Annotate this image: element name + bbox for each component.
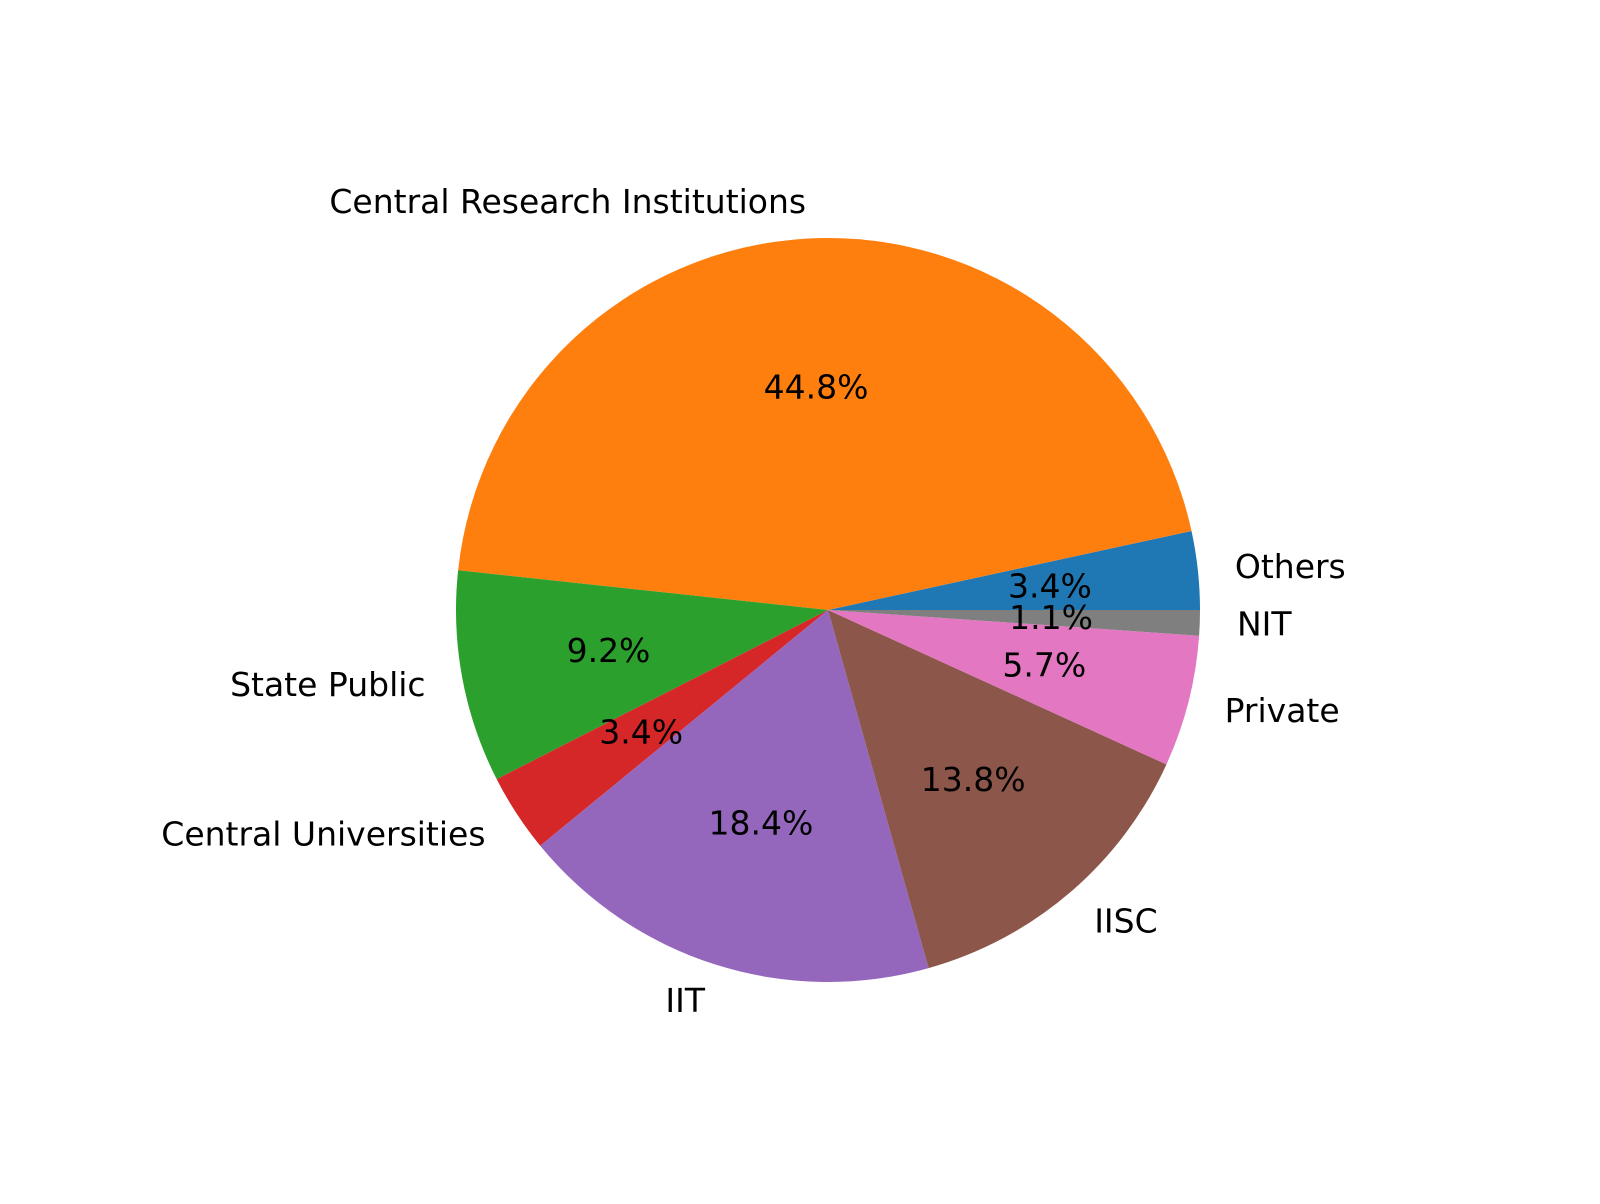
pie-slice-state-public xyxy=(456,570,828,780)
slice-label-others: Others xyxy=(1235,547,1346,586)
slice-label-nit: NIT xyxy=(1237,605,1292,644)
slice-label-iisc: IISC xyxy=(1094,901,1157,940)
pie-slice-private xyxy=(828,610,1200,765)
slice-label-private: Private xyxy=(1225,691,1340,730)
slice-pct-state-public: 9.2% xyxy=(567,631,651,670)
slice-pct-others: 3.4% xyxy=(1008,567,1092,606)
slice-pct-iit: 18.4% xyxy=(708,803,813,842)
pie-slice-iit xyxy=(540,610,929,983)
slices-layer xyxy=(456,238,1200,983)
labels-layer: Others 3.4% Central Research Institutions 4… xyxy=(161,182,1345,1020)
slice-pct-central-research-institutions: 44.8% xyxy=(764,368,869,407)
slice-pct-private: 5.7% xyxy=(1002,645,1086,684)
pie-slice-iisc xyxy=(828,610,1167,969)
pie-slice-central-research-institutions xyxy=(458,238,1192,611)
pie-slice-nit xyxy=(828,610,1200,636)
slice-label-iit: IIT xyxy=(665,981,705,1020)
slice-label-central-universities: Central Universities xyxy=(161,814,485,853)
pie-slice-others xyxy=(828,530,1200,610)
slice-pct-central-universities: 3.4% xyxy=(599,713,683,752)
slice-label-state-public: State Public xyxy=(230,665,426,704)
slice-pct-iisc: 13.8% xyxy=(921,760,1026,799)
slice-pct-nit: 1.1% xyxy=(1009,598,1093,637)
slice-label-central-research-institutions: Central Research Institutions xyxy=(329,182,806,221)
pie-slice-central-universities xyxy=(496,610,828,846)
